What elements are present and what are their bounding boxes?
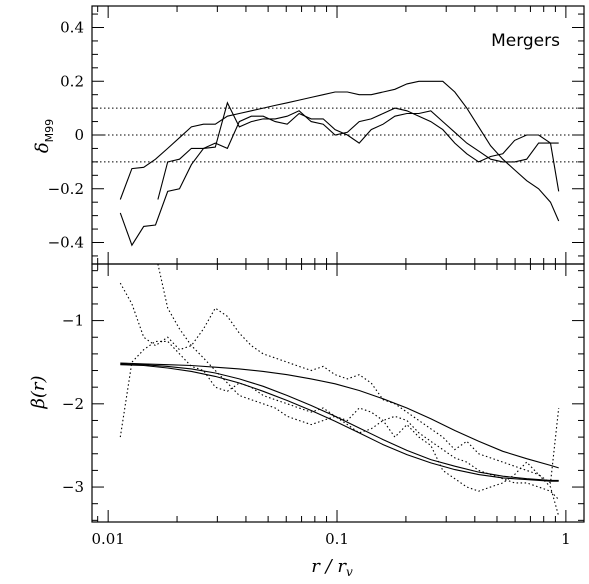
bottom-series-5-dotted-line [119,340,560,492]
top-series-3-solid-line [157,101,560,200]
top-reference-lines [92,107,584,163]
bottom-series-1-solid-line [120,362,559,469]
y-tick-label: −0.2 [48,180,84,198]
x-axis-label: r / rv [311,556,353,579]
x-label-main: r / r [311,556,347,577]
svg-text:δM99: δM99 [32,119,56,153]
bottom-series-4-dotted-line [119,282,560,517]
bottom-ticks: 0.01 0.1 1 −1 −2 −3 [62,264,584,548]
y-label-delta-subscript: M99 [43,119,56,143]
bottom-plot-frame [91,263,585,523]
bottom-series-2-solid-line [120,363,559,481]
x-label-subscript: v [346,565,353,579]
y-tick-label: −1 [62,312,84,330]
bottom-series-3-solid-line [120,364,559,482]
x-tick-label: 0.01 [91,530,124,548]
bottom-panel: 0.01 0.1 1 −1 −2 −3 β(r) r / rv [28,263,585,579]
top-series-2-solid-line [119,110,559,247]
y-tick-label: 0 [74,126,84,144]
top-y-axis-label: δM99 [32,119,56,153]
top-series-1-solid-line [119,80,560,222]
bottom-series-6-dotted-line [157,263,560,500]
y-label-delta: δ [32,142,53,153]
bottom-y-axis-label: β(r) [28,375,49,409]
x-tick-label: 1 [561,530,571,548]
top-panel: −0.4 −0.2 0 0.2 0.4 Mergers δM99 [32,5,585,265]
top-series [119,80,560,247]
y-tick-label: −2 [62,395,84,413]
y-tick-label: −3 [62,478,84,496]
annotation-mergers: Mergers [491,31,560,51]
y-tick-label: 0.4 [60,19,84,37]
y-tick-label: 0.2 [60,72,84,90]
y-tick-label: −0.4 [48,234,84,252]
x-tick-label: 0.1 [325,530,349,548]
bottom-series [119,263,560,517]
top-ticks: −0.4 −0.2 0 0.2 0.4 [48,6,584,264]
